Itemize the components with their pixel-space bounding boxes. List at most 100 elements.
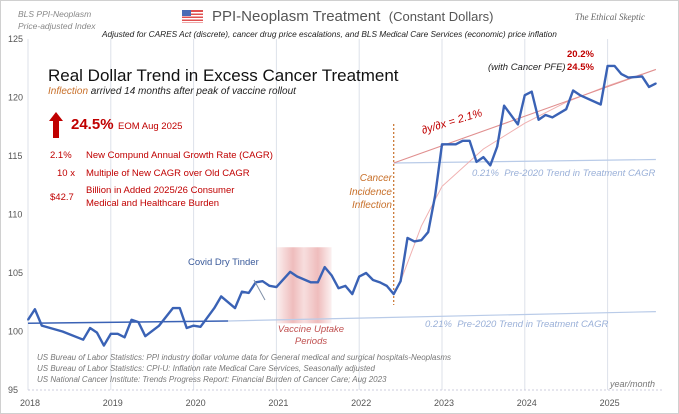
data-point: [34, 308, 36, 311]
data-point: [316, 281, 319, 284]
x-tick-label: 2022: [351, 398, 371, 408]
data-point: [385, 284, 388, 287]
data-point: [530, 90, 533, 93]
stat-value: 2.1%: [50, 150, 72, 161]
data-point: [655, 82, 657, 85]
data-point: [137, 321, 140, 324]
data-point: [275, 286, 278, 288]
data-point: [648, 86, 650, 88]
y-tick-label: 125: [8, 34, 23, 44]
data-point: [420, 239, 423, 242]
stat-label: New Compund Annual Growth Rate (CAGR): [86, 150, 273, 161]
covid-leader-line: [253, 279, 266, 301]
inflection-label: Cancer Incidence Inflection: [349, 173, 392, 211]
x-tick-label: 2024: [517, 398, 537, 408]
data-point: [61, 330, 64, 333]
data-point: [372, 279, 374, 281]
up-arrow-icon: [49, 112, 63, 138]
source-line: US Bureau of Labor Statistics: CPI-U: In…: [37, 364, 375, 373]
pre2020-trend-extension-high: [393, 158, 656, 164]
index-label: BLS PPI-Neoplasm: [18, 9, 92, 19]
data-point: [27, 318, 29, 321]
data-point: [413, 240, 416, 243]
data-point: [392, 293, 395, 295]
data-point: [523, 94, 526, 97]
y-tick-label: 115: [8, 151, 22, 161]
data-point: [461, 139, 464, 142]
stat-label: Billion in Added 2025/26 Consumer: [86, 185, 235, 196]
data-point: [599, 103, 602, 106]
data-point: [641, 75, 643, 78]
y-tick-label: 95: [8, 385, 18, 395]
x-tick-label: 2025: [600, 398, 620, 408]
watermark: The Ethical Skeptic: [575, 12, 645, 22]
x-tick-label: 2021: [268, 398, 288, 408]
pre2020-fit-line: [27, 320, 229, 325]
data-point: [123, 336, 126, 339]
data-point: [606, 65, 609, 67]
data-point: [116, 332, 119, 335]
data-point: [434, 194, 436, 197]
headline-sub: Inflection arrived 14 months after peak …: [48, 86, 296, 97]
new-cagr-trend-line: [393, 68, 657, 164]
data-point: [199, 325, 202, 328]
data-point: [130, 318, 133, 321]
y-tick-label: 110: [8, 210, 22, 220]
headline: Real Dollar Trend in Excess Cancer Treat…: [48, 66, 399, 85]
data-point: [496, 145, 499, 148]
data-point: [572, 89, 574, 92]
data-point: [448, 143, 450, 146]
data-point: [247, 291, 250, 294]
covid-label: Covid Dry Tinder: [188, 257, 259, 268]
pct-b: 24.5%: [567, 62, 594, 73]
x-tick-label: 2018: [20, 398, 40, 408]
stat-value: $42.7: [50, 192, 74, 203]
data-point: [213, 307, 216, 309]
data-point: [103, 344, 105, 347]
data-point: [537, 118, 540, 121]
data-point: [178, 307, 181, 309]
old-trend-label-lower: 0.21% Pre-2020 Trend in Treatment CAGR: [425, 319, 609, 330]
data-point: [323, 266, 326, 269]
data-point: [96, 331, 98, 334]
stat-value: 10 x: [57, 168, 75, 179]
data-point: [261, 280, 264, 283]
data-point: [82, 338, 85, 341]
data-point: [565, 108, 568, 111]
data-point: [40, 324, 43, 327]
data-point: [220, 295, 223, 298]
chart-subtitle: Adjusted for CARES Act (discrete), cance…: [102, 29, 557, 39]
data-point: [503, 104, 505, 107]
x-tick-label: 2019: [103, 398, 123, 408]
data-point: [241, 290, 243, 293]
data-point: [613, 65, 616, 67]
data-point: [344, 284, 347, 287]
data-point: [468, 139, 471, 142]
data-point: [427, 231, 430, 233]
data-point: [158, 324, 161, 327]
data-point: [365, 272, 367, 274]
stat-label-2: Medical and Healthcare Burden: [86, 198, 220, 209]
vaccine-label: Vaccine Uptake Periods: [277, 324, 345, 347]
pct-a: 20.2%: [567, 49, 594, 60]
old-trend-label-upper: 0.21% Pre-2020 Trend in Treatment CAGR: [472, 168, 656, 179]
y-tick-label: 105: [8, 268, 23, 278]
pfe-label: (with Cancer PFE): [488, 62, 566, 73]
data-point: [310, 281, 312, 284]
data-point: [517, 123, 519, 126]
data-point: [192, 324, 195, 327]
x-tick-label: 2020: [186, 398, 206, 408]
fit-curve: [400, 73, 643, 282]
chart-title: PPI-Neoplasm Treatment (Constant Dollars…: [212, 8, 494, 25]
data-point: [627, 76, 630, 79]
x-axis-label: year/month: [610, 379, 656, 389]
stat-label: Multiple of New CAGR over Old CAGR: [86, 168, 250, 179]
x-tick-label: 2023: [434, 398, 454, 408]
data-point: [379, 281, 381, 284]
big-value: 24.5%: [71, 116, 114, 133]
data-point: [441, 143, 443, 146]
vaccine-uptake-band: [276, 247, 332, 324]
data-point: [330, 274, 333, 277]
data-point: [620, 73, 623, 75]
